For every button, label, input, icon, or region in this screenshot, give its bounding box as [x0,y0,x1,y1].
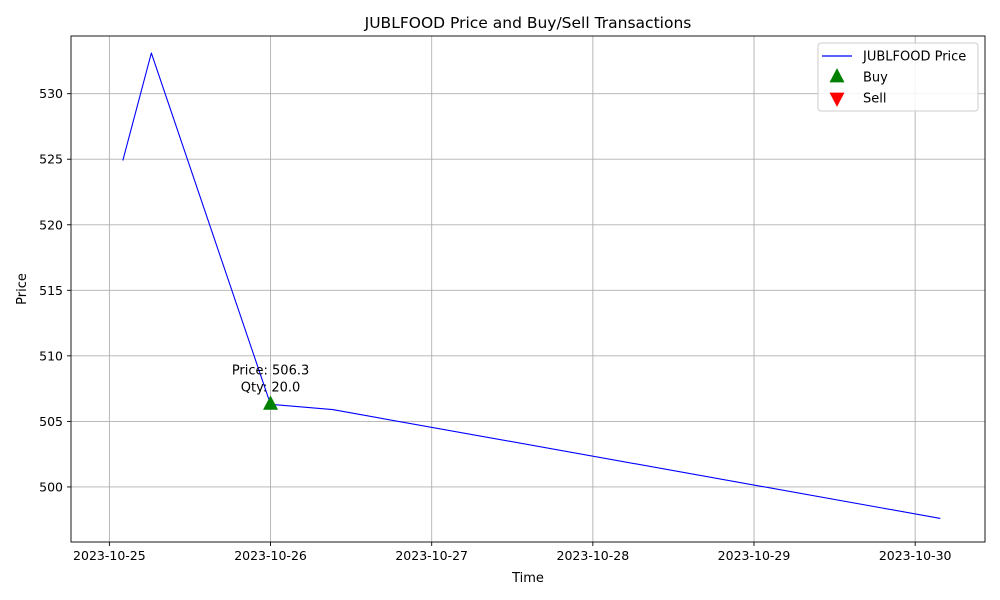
legend-label: Sell [863,92,886,107]
x-tick-label: 2023-10-28 [557,548,630,563]
y-tick-label: 525 [39,152,63,167]
annotation-qty-text: Qty: 20.0 [241,380,301,395]
x-tick-label: 2023-10-29 [718,548,791,563]
y-tick-label: 505 [39,414,63,429]
x-tick-label: 2023-10-27 [395,548,468,563]
y-tick-label: 530 [39,86,63,101]
legend: JUBLFOOD Price Buy Sell [817,42,979,112]
legend-buy-swatch [829,68,845,83]
y-tick-label: 515 [39,283,63,298]
y-axis-title: Price [15,273,30,305]
buy-marker [263,395,279,410]
x-axis-title: Time [511,571,544,586]
plot-frame [70,35,986,543]
y-tick-label: 510 [39,348,63,363]
y-axis-ticks: 500 505 510 515 520 525 530 [39,86,71,494]
x-tick-label: 2023-10-25 [73,548,146,563]
legend-sell-swatch [829,92,845,107]
marker-layer [263,395,279,410]
chart-title: JUBLFOOD Price and Buy/Sell Transactions [364,14,692,32]
annotation-layer: Price: 506.3 Qty: 20.0 [232,363,309,395]
legend-label: JUBLFOOD Price [862,50,966,65]
x-tick-label: 2023-10-26 [234,548,307,563]
x-tick-label: 2023-10-30 [879,548,952,563]
y-tick-label: 500 [39,479,63,494]
x-axis-ticks: 2023-10-25 2023-10-26 2023-10-27 2023-10-28… [73,542,952,563]
legend-box [817,42,979,112]
legend-label: Buy [863,71,888,86]
y-tick-label: 520 [39,217,63,232]
grid [71,36,985,542]
annotation-price-text: Price: 506.3 [232,363,309,378]
